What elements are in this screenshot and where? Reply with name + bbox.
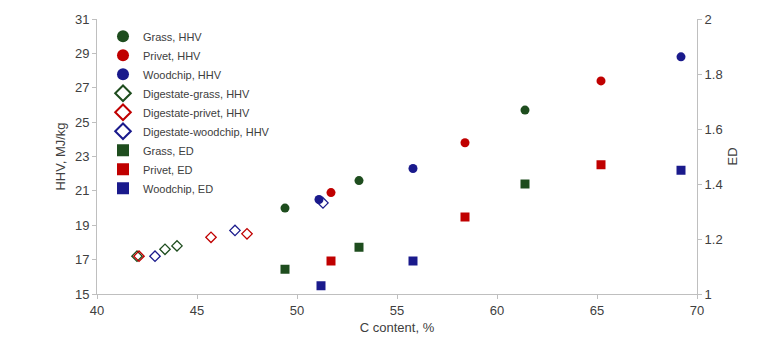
svg-text:21: 21 [75, 183, 89, 198]
svg-text:45: 45 [190, 303, 204, 318]
svg-text:65: 65 [590, 303, 604, 318]
svg-text:Grass, ED: Grass, ED [143, 145, 194, 157]
svg-text:19: 19 [75, 218, 89, 233]
svg-text:Digestate-grass, HHV: Digestate-grass, HHV [143, 88, 250, 100]
svg-text:HHV, MJ/kg: HHV, MJ/kg [53, 122, 68, 190]
svg-text:Digestate-woodchip, HHV: Digestate-woodchip, HHV [143, 126, 270, 138]
svg-text:1.4: 1.4 [705, 177, 723, 192]
svg-text:Digestate-privet, HHV: Digestate-privet, HHV [143, 107, 250, 119]
svg-text:1.8: 1.8 [705, 67, 723, 82]
svg-text:27: 27 [75, 80, 89, 95]
svg-text:70: 70 [690, 303, 704, 318]
svg-text:29: 29 [75, 46, 89, 61]
svg-text:60: 60 [490, 303, 504, 318]
svg-text:Privet, HHV: Privet, HHV [143, 50, 201, 62]
svg-text:Privet, ED: Privet, ED [143, 164, 193, 176]
svg-text:25: 25 [75, 115, 89, 130]
svg-text:17: 17 [75, 252, 89, 267]
svg-text:55: 55 [390, 303, 404, 318]
svg-text:Woodchip, HHV: Woodchip, HHV [143, 69, 222, 81]
svg-text:C content, %: C content, % [360, 320, 435, 335]
svg-text:2: 2 [705, 12, 712, 27]
svg-text:Grass, HHV: Grass, HHV [143, 31, 202, 43]
svg-text:31: 31 [75, 12, 89, 27]
svg-text:40: 40 [90, 303, 104, 318]
svg-text:1.2: 1.2 [705, 232, 723, 247]
svg-text:15: 15 [75, 287, 89, 302]
svg-text:Woodchip, ED: Woodchip, ED [143, 183, 213, 195]
svg-text:1.6: 1.6 [705, 122, 723, 137]
svg-text:23: 23 [75, 149, 89, 164]
svg-text:50: 50 [290, 303, 304, 318]
svg-text:ED: ED [725, 147, 740, 165]
svg-text:1: 1 [705, 287, 712, 302]
